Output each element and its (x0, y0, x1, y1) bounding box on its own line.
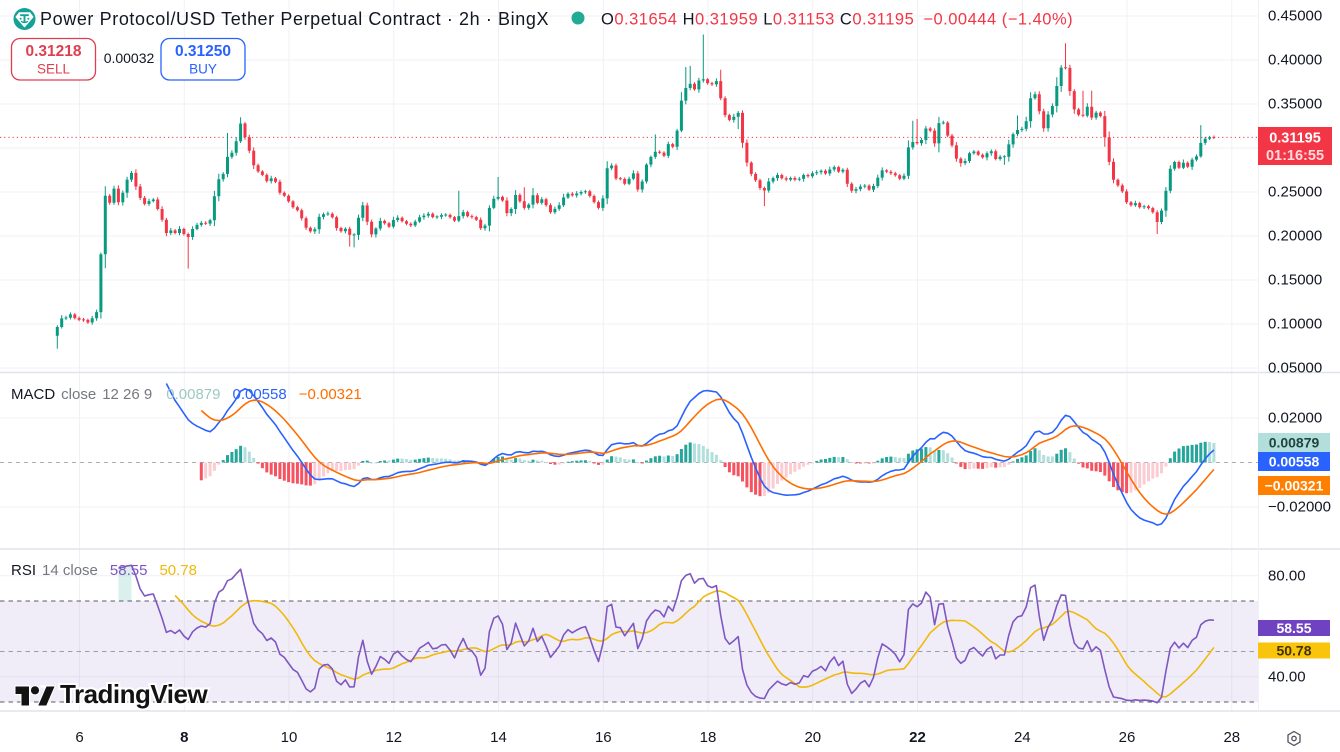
svg-text:26: 26 (1119, 729, 1136, 746)
svg-text:0.31218: 0.31218 (25, 43, 81, 60)
svg-text:BUY: BUY (189, 62, 217, 77)
svg-text:0.20000: 0.20000 (1268, 228, 1322, 245)
svg-text:28: 28 (1223, 729, 1240, 746)
svg-text:Power Protocol/USD Tether Perp: Power Protocol/USD Tether Perpetual Cont… (40, 9, 549, 29)
svg-text:58.55: 58.55 (1276, 620, 1311, 636)
svg-text:8: 8 (180, 729, 188, 746)
svg-text:−0.02000: −0.02000 (1268, 499, 1331, 516)
svg-text:01:16:55: 01:16:55 (1266, 148, 1324, 164)
svg-text:10: 10 (281, 729, 298, 746)
svg-text:16: 16 (595, 729, 612, 746)
svg-text:0.31250: 0.31250 (175, 43, 231, 60)
svg-text:0.02000: 0.02000 (1268, 410, 1322, 427)
svg-text:50.78: 50.78 (1276, 643, 1311, 659)
svg-text:80.00: 80.00 (1268, 567, 1306, 584)
svg-text:6: 6 (75, 729, 83, 746)
svg-text:20: 20 (804, 729, 821, 746)
svg-text:12: 12 (385, 729, 402, 746)
svg-text:O0.31654 H0.31959 L0.31153 C0.: O0.31654 H0.31959 L0.31153 C0.31195 −0.0… (601, 11, 1073, 29)
svg-text:0.00879: 0.00879 (1269, 435, 1320, 451)
svg-text:22: 22 (909, 729, 926, 746)
svg-text:−0.00321: −0.00321 (1265, 478, 1324, 494)
svg-text:0.05000: 0.05000 (1268, 360, 1322, 377)
svg-text:TradingView: TradingView (60, 679, 208, 709)
svg-text:0.25000: 0.25000 (1268, 184, 1322, 201)
svg-text:0.31195: 0.31195 (1269, 131, 1321, 147)
svg-text:0.15000: 0.15000 (1268, 272, 1322, 289)
svg-text:0.35000: 0.35000 (1268, 96, 1322, 113)
svg-text:40.00: 40.00 (1268, 668, 1306, 685)
svg-text:0.10000: 0.10000 (1268, 316, 1322, 333)
svg-text:14: 14 (490, 729, 507, 746)
svg-text:18: 18 (700, 729, 717, 746)
svg-text:0.00032: 0.00032 (104, 50, 155, 66)
svg-text:0.40000: 0.40000 (1268, 52, 1322, 69)
svg-text:24: 24 (1014, 729, 1031, 746)
svg-text:0.00558: 0.00558 (1269, 454, 1320, 470)
svg-text:0.45000: 0.45000 (1268, 8, 1322, 25)
svg-text:SELL: SELL (37, 62, 71, 77)
